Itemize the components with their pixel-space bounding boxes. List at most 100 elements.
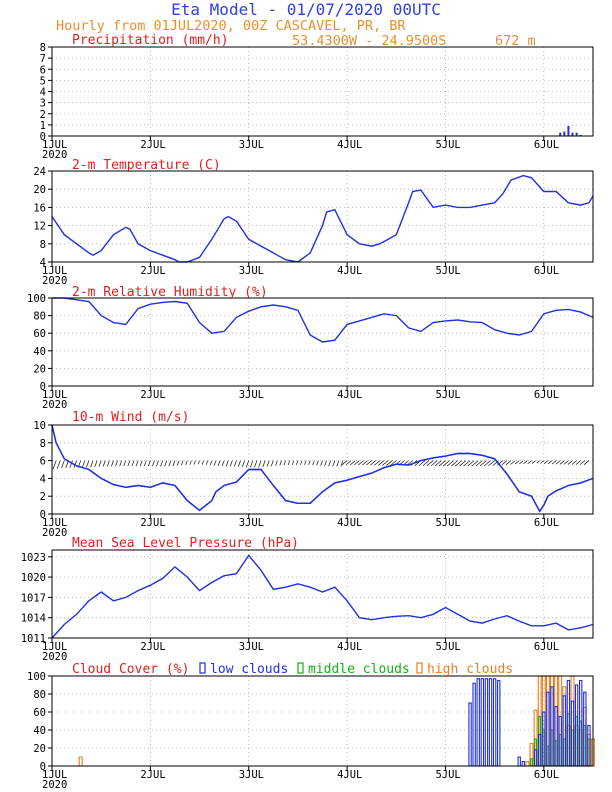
wind-barb bbox=[148, 460, 151, 467]
mslp-ytick-label: 1017 bbox=[21, 592, 46, 604]
wind-barb bbox=[266, 460, 270, 467]
wind-barb bbox=[463, 460, 471, 467]
cloud-xtick-label: 3JUL bbox=[239, 769, 264, 781]
low-cloud-bar bbox=[566, 679, 571, 767]
low-cloud-bar bbox=[579, 679, 583, 767]
wind-ytick-label: 8 bbox=[40, 438, 46, 450]
rh-ytick-label: 60 bbox=[33, 328, 46, 340]
legend-label: low clouds bbox=[210, 662, 288, 677]
wind-barb bbox=[366, 460, 372, 466]
wind-barb bbox=[115, 460, 118, 467]
wind-barb bbox=[358, 460, 364, 466]
temp-frame bbox=[51, 170, 594, 263]
cloud-ytick-label: 80 bbox=[33, 689, 46, 701]
low-cloud-bar bbox=[587, 724, 591, 767]
wind-barb bbox=[532, 460, 536, 464]
wind-barb bbox=[86, 460, 90, 468]
middle-cloud-bar bbox=[583, 724, 587, 767]
wind-barb bbox=[291, 460, 295, 465]
wind-title: 10-m Wind (m/s) bbox=[72, 410, 189, 425]
precip-xtick-label: 3JUL bbox=[239, 139, 264, 151]
low-cloud-bar bbox=[468, 702, 472, 767]
wind-xtick-label: 2JUL bbox=[140, 517, 165, 529]
rh-xtick-label: 2JUL bbox=[140, 389, 165, 401]
wind-barb bbox=[221, 460, 225, 467]
cloud-ytick-label: 20 bbox=[33, 743, 46, 755]
cloud-year-label: 2020 bbox=[42, 779, 67, 791]
wind-xtick-label: 5JUL bbox=[435, 517, 460, 529]
wind-barb bbox=[340, 460, 344, 467]
rh-ytick-label: 0 bbox=[40, 381, 46, 393]
precip-ytick-label: 7 bbox=[40, 53, 46, 65]
wind-barb bbox=[350, 460, 356, 466]
wind-barb bbox=[135, 460, 139, 467]
mslp-xtick-label: 6JUL bbox=[534, 641, 559, 653]
wind-barb bbox=[563, 460, 569, 465]
wind-barb bbox=[131, 460, 135, 467]
wind-barb bbox=[123, 460, 127, 467]
low-cloud-bar bbox=[476, 678, 480, 767]
precip-bar bbox=[559, 132, 562, 136]
wind-barb bbox=[567, 460, 573, 465]
middle-cloud-bar bbox=[546, 745, 550, 767]
wind-ytick-label: 6 bbox=[40, 456, 46, 468]
mslp-xtick-label: 5JUL bbox=[435, 641, 460, 653]
wind-barb bbox=[342, 460, 348, 465]
wind-barb bbox=[571, 460, 577, 465]
rh-xtick-label: 3JUL bbox=[239, 389, 264, 401]
cloud-ytick-label: 60 bbox=[33, 707, 46, 719]
station-elevation: 672 m bbox=[495, 33, 536, 49]
wind-barb bbox=[467, 460, 475, 467]
rh-series-line bbox=[52, 297, 594, 343]
wind-barb bbox=[73, 460, 77, 468]
cloud-ytick-label: 100 bbox=[27, 671, 46, 683]
middle-cloud-bar bbox=[562, 738, 566, 767]
mslp-panel: 1011 1014 1017 1020 1023 1JUL 2JUL 3JUL 4JUL 5JUL… bbox=[21, 536, 594, 663]
low-cloud-bar bbox=[550, 686, 554, 767]
wind-barb bbox=[434, 460, 442, 467]
low-cloud-bar bbox=[546, 691, 550, 767]
mslp-series-line bbox=[51, 554, 594, 639]
wind-barb bbox=[551, 460, 557, 465]
wind-barb bbox=[245, 460, 250, 468]
wind-barb bbox=[164, 460, 168, 467]
wind-barb bbox=[455, 460, 463, 467]
temp-ytick-label: 8 bbox=[40, 239, 46, 251]
precip-xtick-label: 6JUL bbox=[534, 139, 559, 151]
low-cloud-bar bbox=[480, 678, 485, 767]
temp-ytick-label: 4 bbox=[40, 257, 46, 269]
temp-ytick-label: 24 bbox=[33, 166, 46, 178]
wind-year-label: 2020 bbox=[42, 527, 67, 539]
cloud-ytick-label: 0 bbox=[40, 761, 46, 773]
rh-panel: 0 20 40 60 80 100 1JUL 2JUL 3JUL 4JUL 5JUL 6JUL 2020… bbox=[27, 285, 594, 411]
mslp-xtick-label: 3JUL bbox=[239, 641, 264, 653]
rh-year-label: 2020 bbox=[42, 399, 67, 411]
low-cloud-bar bbox=[583, 691, 587, 767]
wind-barb bbox=[213, 460, 217, 466]
wind-barb bbox=[283, 460, 286, 466]
temp-year-label: 2020 bbox=[42, 275, 67, 287]
rh-ytick-label: 100 bbox=[27, 293, 46, 305]
low-cloud-bar bbox=[472, 682, 476, 767]
wind-barb bbox=[69, 460, 73, 468]
temp-xtick-label: 5JUL bbox=[435, 265, 460, 277]
precip-xtick-label: 2JUL bbox=[140, 139, 165, 151]
wind-barb bbox=[505, 460, 512, 465]
wind-barb bbox=[540, 460, 545, 464]
precip-bar bbox=[571, 132, 574, 136]
precip-ytick-label: 0 bbox=[40, 131, 46, 143]
temp-xtick-label: 4JUL bbox=[337, 265, 362, 277]
precip-bar bbox=[575, 132, 578, 136]
wind-barb bbox=[382, 460, 389, 466]
low-cloud-bar bbox=[492, 678, 497, 767]
wind-barb bbox=[143, 460, 147, 467]
wind-panel: 0 2 4 6 8 10 1JUL 2JUL 3JUL 4JUL 5JUL 6JUL 2020 10-m … bbox=[33, 410, 594, 539]
wind-barb bbox=[262, 460, 266, 468]
wind-barb bbox=[386, 460, 393, 466]
wind-barb bbox=[555, 460, 561, 465]
wind-barb bbox=[193, 460, 196, 465]
wind-xtick-label: 6JUL bbox=[534, 517, 559, 529]
cloud-panel: 0 20 40 60 80 100 1JUL 2JUL 3JUL 4JUL 5JUL 6JUL 2020… bbox=[27, 662, 595, 791]
cloud-title: Cloud Cover (%) bbox=[72, 662, 189, 677]
